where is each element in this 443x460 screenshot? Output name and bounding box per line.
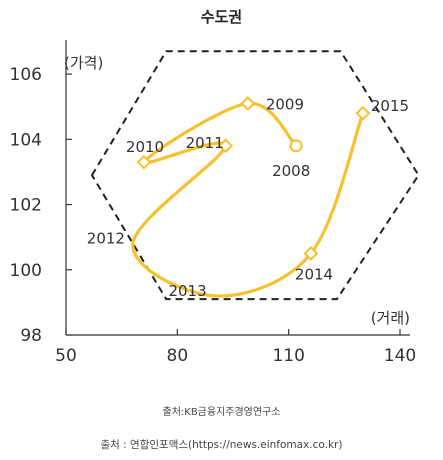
point-label-2013: 2013 [168,282,206,300]
point-marker-2015 [355,105,371,121]
point-label-2011: 2011 [186,134,224,152]
y-axis-title: (가격) [64,54,103,72]
marker-layer [136,96,371,261]
point-label-2008: 2008 [272,162,310,180]
hexagon-outline-layer [90,50,420,301]
point-marker-2011 [218,138,233,154]
point-label-2009: 2009 [266,95,304,113]
y-tick-label: 102 [10,196,42,216]
point-label-layer: 2008 2009 2010 2011 2012 2013 2014 2015 [87,95,409,299]
y-tick-label: 104 [10,130,42,150]
axes-layer: 98 100 102 104 106 50 80 110 140 (가격) (거래) [10,40,416,366]
point-marker-2009 [240,96,256,111]
x-tick-label: 110 [272,346,304,366]
y-tick-label: 98 [20,326,42,346]
point-label-2010: 2010 [126,138,164,156]
x-tick-label: 80 [167,346,189,366]
y-tick-label: 106 [10,65,42,85]
x-tick-label: 50 [55,346,77,366]
point-label-2012: 2012 [87,230,125,248]
image-source-note: 출처 : 연합인포맥스(https://news.einfomax.co.kr) [100,439,343,451]
point-marker-2008 [289,139,303,153]
data-source-note: 출처:KB금융지주경영연구소 [162,407,281,418]
x-axis-title: (거래) [371,309,410,327]
point-label-2014: 2014 [295,265,333,283]
point-label-2015: 2015 [371,97,409,115]
x-tick-label: 140 [384,346,416,366]
chart-title: 수도권 [200,8,243,26]
dashed-hexagon [90,50,420,301]
y-tick-label: 100 [10,261,42,281]
point-marker-2014 [303,246,319,261]
point-marker-2010 [136,154,152,170]
